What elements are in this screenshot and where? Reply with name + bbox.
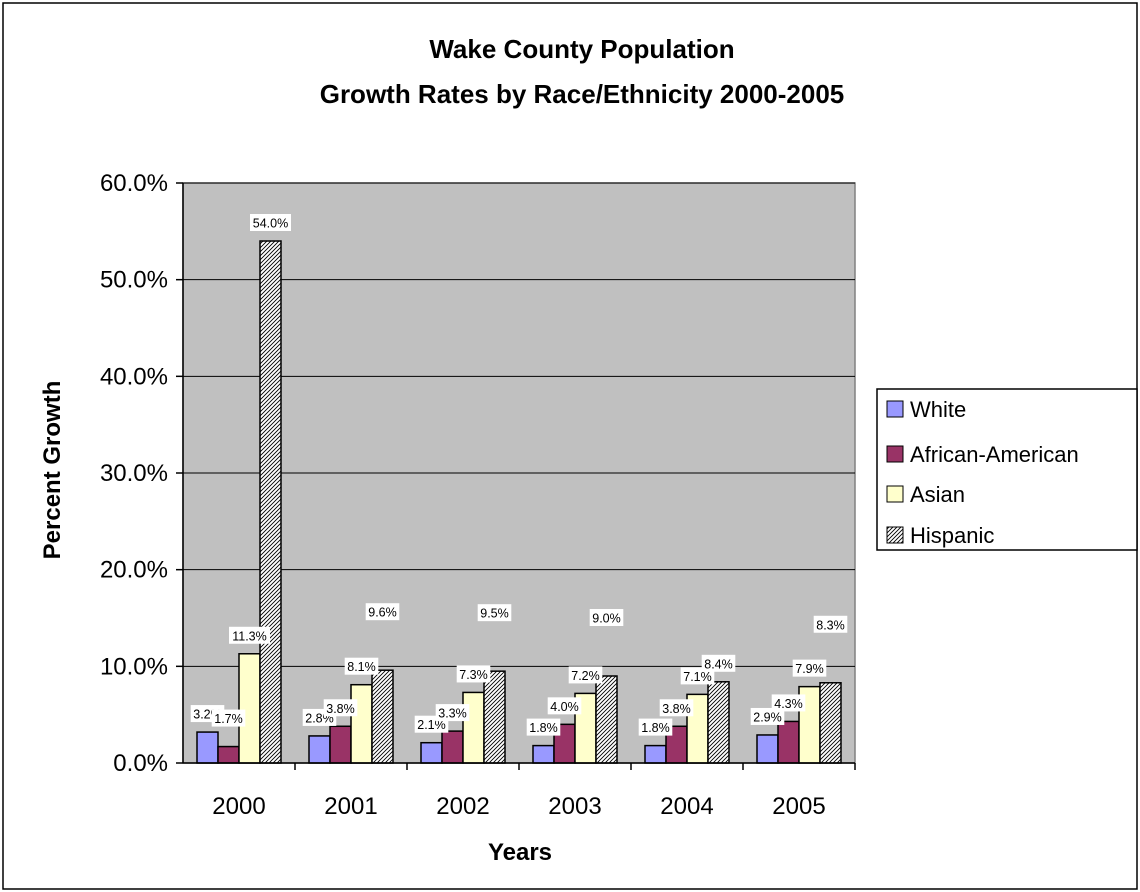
y-axis-label: Percent Growth	[39, 381, 66, 560]
bar-hispanic-2004	[707, 681, 730, 764]
legend-box	[876, 388, 1138, 551]
bar-white-2001	[308, 735, 331, 764]
bar-white-2000	[196, 731, 219, 764]
data-label-bg	[526, 718, 561, 736]
legend-label-asian: Asian	[910, 482, 965, 507]
data-label-bg	[813, 615, 848, 633]
data-label-bg	[547, 697, 582, 715]
data-label: 1.7%	[214, 712, 243, 726]
bar-white-2003	[532, 744, 555, 764]
data-label: 9.6%	[368, 606, 397, 620]
data-label: 11.3%	[232, 629, 267, 643]
data-label-bg	[659, 699, 694, 717]
legend-swatch-asian	[886, 485, 904, 503]
legend-label-hispanic: Hispanic	[910, 523, 994, 548]
legend-label-white: White	[910, 397, 966, 422]
data-label: 3.3%	[438, 707, 467, 721]
data-label-bg	[323, 699, 358, 717]
data-labels: 3.2%1.7%11.3%54.0%2.8%3.8%8.1%9.6%2.1%3.…	[190, 214, 848, 736]
data-label: 7.3%	[459, 668, 488, 682]
data-label: 7.2%	[571, 669, 600, 683]
data-label-bg	[750, 707, 785, 725]
chart-title-line-1: Wake County Population	[429, 34, 734, 64]
data-label: 4.3%	[774, 697, 803, 711]
data-label-bg	[435, 704, 470, 722]
data-label: 8.3%	[816, 618, 845, 632]
data-label: 9.5%	[480, 607, 509, 621]
data-label: 2.1%	[417, 718, 446, 732]
y-tick-label: 0.0%	[113, 750, 168, 777]
y-tick-label: 60.0%	[100, 170, 168, 197]
bar-white-2004	[644, 744, 667, 764]
y-tick-label: 30.0%	[100, 460, 168, 487]
gridlines	[183, 182, 855, 667]
axes	[176, 182, 856, 770]
x-tick-label: 2003	[548, 793, 601, 820]
bar-white-2002	[420, 741, 443, 764]
data-label: 2.9%	[753, 710, 782, 724]
y-tick-label: 40.0%	[100, 363, 168, 390]
chart-title-line-2: Growth Rates by Race/Ethnicity 2000-2005	[320, 79, 845, 109]
data-label-bg	[638, 718, 673, 736]
bar-african-american-2002	[441, 730, 464, 764]
legend-swatch-african-american	[886, 445, 904, 463]
bar-asian-2002	[462, 691, 485, 764]
data-label: 7.9%	[795, 662, 824, 676]
y-tick-labels: 0.0% 10.0% 20.0% 30.0% 40.0% 50.0% 60.0%	[100, 170, 168, 777]
bar-white-2005	[756, 734, 779, 764]
x-tick-label: 2000	[212, 793, 265, 820]
legend-label-african-american: African-American	[910, 442, 1079, 467]
y-tick-label: 10.0%	[100, 653, 168, 680]
data-label: 8.1%	[347, 660, 376, 674]
data-label-bg	[229, 626, 270, 644]
y-tick-label: 20.0%	[100, 557, 168, 584]
legend-swatch-white	[886, 400, 904, 418]
data-label: 7.1%	[683, 670, 712, 684]
bar-african-american-2005	[777, 720, 800, 764]
bar-asian-2001	[350, 683, 373, 764]
bar-hispanic-2001	[371, 669, 394, 764]
bar-african-american-2001	[329, 725, 352, 764]
data-label: 9.0%	[592, 612, 621, 626]
data-label: 1.8%	[641, 721, 670, 735]
data-label: 3.8%	[662, 702, 691, 716]
x-tick-label: 2004	[660, 793, 713, 820]
data-label-bg	[568, 666, 603, 684]
x-tick-label: 2001	[324, 793, 377, 820]
data-label-bg	[365, 603, 400, 621]
legend: White African-American Asian Hispanic	[876, 388, 1138, 551]
data-label: 8.4%	[704, 657, 733, 671]
data-label: 4.0%	[550, 700, 579, 714]
x-axis-label: Years	[488, 839, 552, 866]
x-tick-labels: 2000 2001 2002 2003 2004 2005	[212, 793, 825, 820]
data-label-bg	[701, 654, 736, 672]
data-label-bg	[477, 604, 512, 622]
bar-hispanic-2003	[595, 675, 618, 764]
data-label-bg	[344, 657, 379, 675]
data-label: 1.8%	[529, 721, 558, 735]
x-tick-label: 2005	[772, 793, 825, 820]
legend-swatch-hispanic	[886, 526, 904, 544]
bar-asian-2000	[238, 653, 261, 764]
bar-hispanic-2002	[483, 670, 506, 764]
data-label-bg	[589, 609, 624, 626]
bar-hispanic-2005	[819, 682, 842, 764]
data-label-bg	[792, 659, 827, 677]
data-label-bg	[771, 694, 806, 712]
bar-african-american-2000	[217, 745, 240, 764]
y-tick-label: 50.0%	[100, 267, 168, 294]
bar-hispanic-2000	[259, 240, 282, 764]
data-label-bg	[211, 709, 246, 727]
data-label: 54.0%	[253, 217, 288, 231]
x-tick-label: 2002	[436, 793, 489, 820]
data-label: 3.8%	[326, 702, 355, 716]
data-label-bg	[250, 214, 291, 231]
data-label-bg	[456, 665, 491, 683]
